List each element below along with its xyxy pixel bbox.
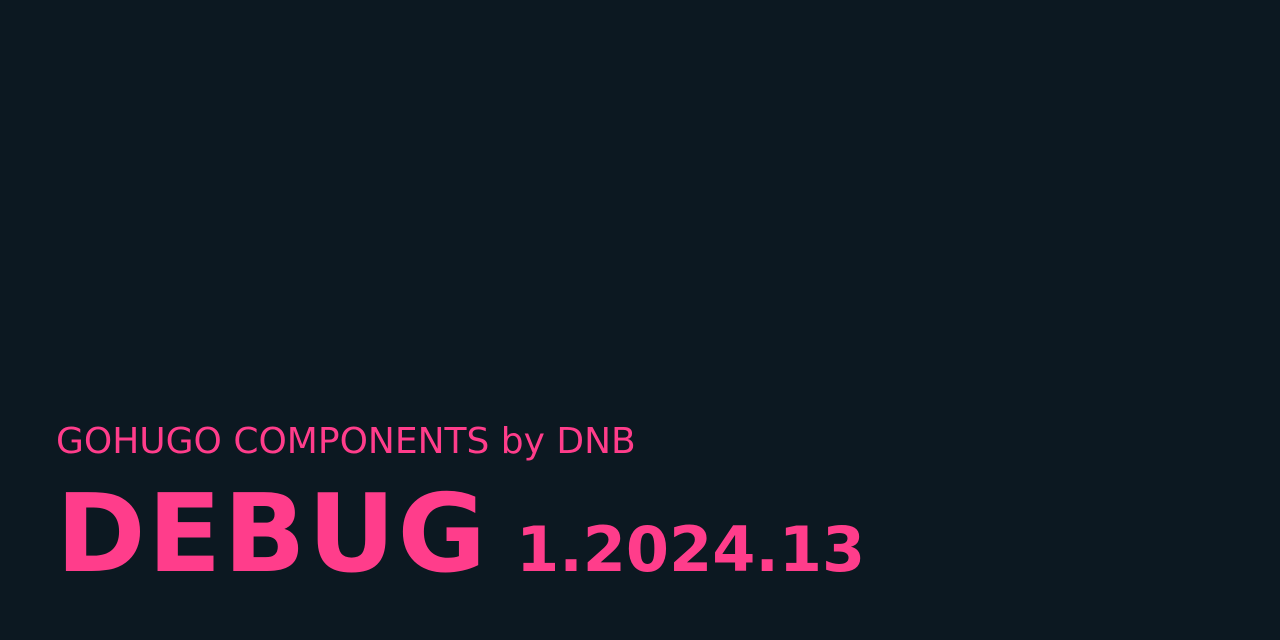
card-subtitle: GOHUGO COMPONENTS by DNB [56, 421, 636, 462]
card-title: DEBUG [56, 472, 489, 597]
title-row: DEBUG 1.2024.13 [56, 480, 865, 590]
card-text-block: GOHUGO COMPONENTS by DNB DEBUG 1.2024.13 [56, 418, 865, 590]
version-label: 1.2024.13 [516, 513, 866, 586]
